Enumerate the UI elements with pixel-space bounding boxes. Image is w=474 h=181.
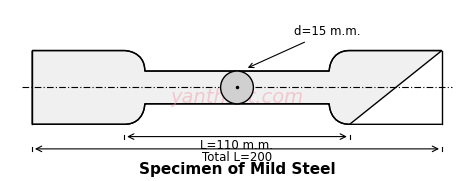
Text: yanthi st.com: yanthi st.com xyxy=(171,88,303,107)
Text: Specimen of Mild Steel: Specimen of Mild Steel xyxy=(139,162,335,177)
PathPatch shape xyxy=(32,50,442,124)
Text: d=15 m.m.: d=15 m.m. xyxy=(249,25,361,68)
Text: L=110 m.m.: L=110 m.m. xyxy=(201,139,273,152)
Text: Total L=200: Total L=200 xyxy=(202,151,272,164)
Circle shape xyxy=(220,71,254,104)
